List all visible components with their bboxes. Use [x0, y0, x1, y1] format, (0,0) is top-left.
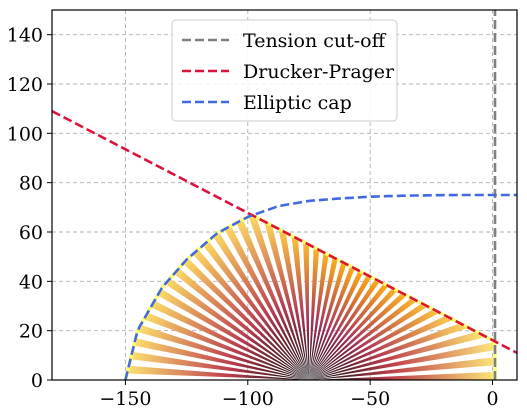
fan-wedge	[165, 278, 309, 380]
legend-label-0: Tension cut-off	[243, 30, 387, 52]
legend: Tension cut-off Drucker-Prager Elliptic ca…	[171, 19, 398, 122]
x-tick-label: −50	[350, 388, 390, 410]
fan-wedge	[308, 270, 364, 380]
fan-wedge	[308, 341, 495, 380]
fan-wedge	[236, 219, 309, 380]
fan-wedge	[308, 331, 487, 380]
series-layer	[52, 10, 517, 380]
fan-wedge	[308, 279, 380, 380]
y-tick-label: 0	[31, 370, 43, 392]
fan-wedge	[133, 338, 309, 380]
fan-wedge	[308, 292, 407, 380]
legend-label-1: Drucker-Prager	[243, 61, 395, 83]
fan-wedge	[137, 324, 309, 380]
y-tick-label: 40	[19, 271, 43, 293]
fan-wedge	[308, 297, 418, 380]
fan-wedge	[308, 303, 428, 380]
fan-wedge	[308, 323, 469, 380]
fan-wedge	[308, 309, 440, 380]
x-tick-label: −100	[222, 388, 274, 410]
x-tick-label: −150	[99, 388, 151, 410]
y-tick-label: 100	[7, 123, 43, 145]
y-tick-label: 20	[19, 321, 43, 343]
fan-region	[123, 213, 497, 380]
fan-wedge	[224, 225, 309, 380]
fan-wedge	[308, 283, 389, 380]
y-tick-label: 120	[7, 74, 43, 96]
fan-wedge	[308, 257, 338, 380]
fan-wedge	[308, 357, 495, 380]
fan-wedge	[248, 216, 309, 380]
fan-wedge	[192, 249, 309, 380]
legend-box	[171, 19, 398, 122]
series-line-2	[124, 193, 517, 380]
x-tick-label: 0	[486, 388, 498, 410]
y-tick-label: 60	[19, 222, 43, 244]
fan-wedge	[127, 365, 309, 380]
fan-wedge	[308, 274, 372, 380]
series-line-1	[52, 109, 517, 355]
fan-wedge	[308, 252, 329, 380]
fan-wedge	[278, 228, 309, 380]
fan-wedge	[308, 315, 454, 380]
ticks: −150 −100 −50 0 0 20 40 60 80 100 120 140	[7, 25, 499, 410]
axes-frame	[51, 9, 518, 381]
fan-wedge	[308, 247, 320, 380]
fan-wedge	[308, 266, 355, 380]
legend-label-2: Elliptic cap	[243, 92, 352, 114]
fan-wedge	[308, 288, 398, 380]
fan-wedge	[263, 221, 309, 380]
y-tick-label: 140	[7, 25, 43, 47]
fan-wedge	[150, 300, 309, 380]
fan-wedge	[183, 258, 309, 380]
fan-wedge	[157, 288, 309, 380]
fan-wedge	[202, 240, 309, 380]
fan-wedge	[308, 261, 347, 380]
fan-wedge	[303, 241, 309, 380]
fan-wedge	[174, 268, 309, 380]
fan-wedge	[308, 371, 495, 380]
fan-wedge	[213, 232, 309, 380]
fan-wedge	[291, 235, 309, 380]
fan-wedge	[130, 351, 309, 380]
fan-wedge	[143, 312, 309, 380]
y-tick-label: 80	[19, 173, 43, 195]
